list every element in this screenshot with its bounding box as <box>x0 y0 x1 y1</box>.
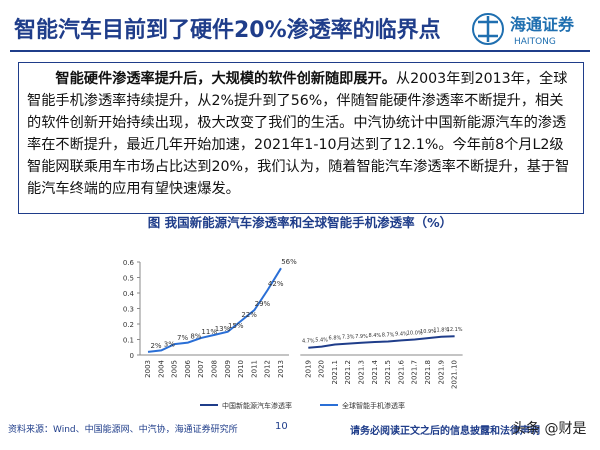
value-label: 8.7% <box>382 333 395 339</box>
title-rule <box>10 50 590 52</box>
chart: 图 我国新能源汽车渗透率和全球智能手机渗透率（%） 0 0.1 0.2 0.3 0.4 0… <box>123 215 463 410</box>
y-tick-label: 0.6 <box>123 259 135 267</box>
watermark: 头条 @财是 <box>512 421 587 437</box>
x-tick-label: 2021.1 <box>331 360 339 385</box>
logo-en: HAITONG <box>514 37 556 47</box>
logo: 海通证券 HAITONG <box>472 13 575 47</box>
chart-title: 图 我国新能源汽车渗透率和全球智能手机渗透率（%） <box>148 215 452 230</box>
value-label: 9.4% <box>395 331 408 337</box>
value-label: 6.8% <box>329 335 342 341</box>
x-tick-label: 2021.5 <box>384 360 392 385</box>
y-tick-label: 0.1 <box>123 337 134 345</box>
x-tick-label: 2021.9 <box>437 360 445 385</box>
x-tick-label: 2019 <box>304 360 312 378</box>
slide-title: 智能汽车目前到了硬件20%渗透率的临界点 <box>14 18 441 43</box>
page-number: 10 <box>275 421 288 432</box>
value-label: 5.4% <box>315 338 328 344</box>
value-label: 3% <box>164 340 175 348</box>
legend-label: 全球智能手机渗透率 <box>342 401 405 410</box>
value-label: 8% <box>190 333 201 341</box>
value-label: 10.9% <box>420 329 436 335</box>
disclaimer: 请务必阅读正文之后的信息披露和法律声明 <box>350 426 540 437</box>
x-tick-label: 2007 <box>197 360 205 378</box>
lead: 智能硬件渗透率提升后，大规模的软件创新随即展开。 <box>55 71 396 87</box>
value-label: 7.9% <box>355 334 368 340</box>
legend-label: 中国新能源汽车渗透率 <box>222 401 292 410</box>
x-tick-label: 2012 <box>264 360 272 378</box>
x-tick-label: 2010 <box>237 360 245 378</box>
y-tick-label: 0.5 <box>123 275 134 283</box>
y-tick-label: 0.4 <box>123 290 135 298</box>
x-tick-label: 2021.3 <box>358 360 366 385</box>
x-tick-label: 2021.7 <box>411 360 419 385</box>
x-tick-label: 2021.8 <box>424 360 432 385</box>
x-tick-label: 2013 <box>277 360 285 378</box>
series-line <box>308 335 455 349</box>
value-label: 29% <box>255 300 271 308</box>
body-text: 从2003年到2013年，全球智能手机渗透率持续提升，从2%提升到了56%，伴随… <box>27 71 570 197</box>
x-tick-label: 2021.6 <box>397 359 405 384</box>
x-tick-label: 2021.2 <box>344 360 352 385</box>
value-label: 42% <box>268 280 284 288</box>
source: 资料来源：Wind、中国能源网、中汽协，海通证券研究所 <box>8 425 238 435</box>
value-label: 7.3% <box>342 335 355 341</box>
value-label: 2% <box>150 342 161 350</box>
x-tick-label: 2006 <box>184 359 192 377</box>
value-label: 8.4% <box>368 333 381 339</box>
y-tick-label: 0 <box>130 352 134 360</box>
x-tick-label: 2005 <box>171 360 179 378</box>
value-label: 4.7% <box>302 339 315 345</box>
x-tick-label: 2003 <box>144 360 152 378</box>
x-tick-label: 2008 <box>211 360 219 378</box>
x-tick-label: 2011 <box>250 360 258 378</box>
value-label: 12.1% <box>447 327 463 333</box>
value-label: 56% <box>281 258 297 266</box>
value-label: 7% <box>177 334 188 342</box>
x-tick-label: 2004 <box>157 359 165 377</box>
series-line <box>147 267 282 353</box>
summary-box: 智能硬件渗透率提升后，大规模的软件创新随即展开。从2003年到2013年，全球智… <box>18 62 584 214</box>
x-tick-label: 2020 <box>318 360 326 378</box>
value-label: 10.0% <box>407 331 423 337</box>
value-label: 11% <box>201 328 217 336</box>
value-label: 22% <box>241 311 257 319</box>
y-tick-label: 0.2 <box>123 321 134 329</box>
x-tick-label: 2009 <box>224 360 232 378</box>
x-tick-label: 2021.4 <box>371 359 379 384</box>
value-label: 13% <box>215 325 231 333</box>
y-tick-label: 0.3 <box>123 306 134 314</box>
value-label: 11.8% <box>433 328 449 334</box>
x-tick-label: 2021.10 <box>451 360 459 389</box>
logo-cn: 海通证券 <box>510 15 575 34</box>
value-label: 15% <box>228 322 244 330</box>
